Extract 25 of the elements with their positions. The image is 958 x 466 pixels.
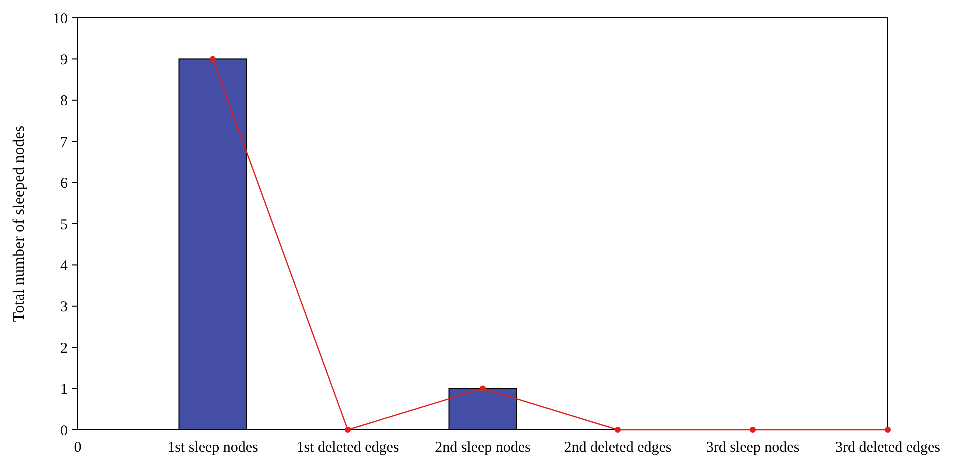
y-tick-label: 2 — [60, 340, 68, 357]
y-tick-label: 9 — [60, 52, 68, 68]
x-tick-label: 1st sleep nodes — [168, 440, 259, 456]
x-tick-label: 3rd deleted edges — [836, 440, 941, 456]
point — [750, 427, 756, 433]
x-tick-label: 2nd sleep nodes — [435, 440, 532, 456]
y-tick-label: 4 — [60, 258, 68, 274]
y-axis-title: Total number of sleeped nodes — [11, 126, 28, 322]
y-tick-label: 10 — [53, 11, 68, 28]
point — [885, 427, 891, 433]
point — [480, 386, 486, 392]
y-tick-label: 5 — [60, 217, 68, 234]
y-tick-label: 0 — [60, 423, 68, 440]
y-tick-label: 8 — [60, 94, 68, 110]
y-tick-label: 1 — [60, 382, 68, 398]
x-tick-label: 3rd sleep nodes — [706, 440, 800, 456]
point — [345, 427, 351, 433]
y-tick-label: 3 — [60, 300, 68, 316]
x-tick-label: 2nd deleted edges — [564, 440, 672, 456]
y-tick-label: 7 — [60, 134, 68, 151]
y-tick-label: 6 — [60, 176, 68, 192]
x-tick-label: 0 — [74, 440, 82, 456]
x-tick-label: 1st deleted edges — [296, 440, 400, 456]
point — [210, 56, 216, 62]
point — [615, 427, 621, 433]
